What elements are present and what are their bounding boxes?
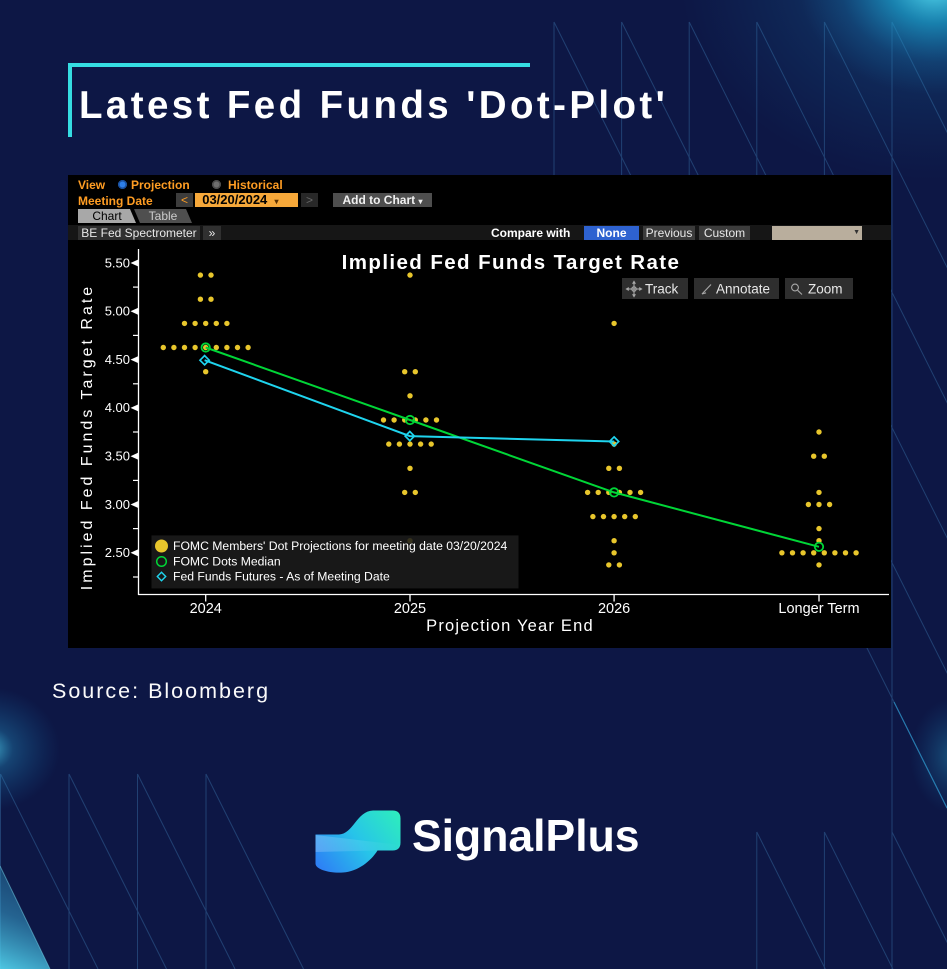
svg-text:Implied Fed Funds Target Rate: Implied Fed Funds Target Rate	[79, 284, 96, 590]
svg-text:5.50: 5.50	[105, 255, 130, 270]
svg-text:2025: 2025	[394, 601, 426, 617]
svg-text:2024: 2024	[190, 601, 222, 617]
svg-text:3.00: 3.00	[105, 497, 130, 512]
svg-text:Implied Fed Funds Target Rate: Implied Fed Funds Target Rate	[342, 251, 681, 274]
svg-text:Zoom: Zoom	[808, 282, 843, 297]
svg-text:Fed Funds Futures - As of Meet: Fed Funds Futures - As of Meeting Date	[173, 570, 390, 584]
svg-text:2026: 2026	[598, 601, 630, 617]
svg-text:Projection Year End: Projection Year End	[426, 617, 594, 635]
svg-text:4.00: 4.00	[105, 400, 130, 415]
svg-text:Annotate: Annotate	[716, 282, 770, 297]
svg-text:3.50: 3.50	[105, 449, 130, 464]
svg-text:FOMC Dots Median: FOMC Dots Median	[173, 555, 281, 569]
svg-text:Track: Track	[645, 282, 678, 297]
svg-text:5.00: 5.00	[105, 304, 130, 319]
svg-text:4.50: 4.50	[105, 352, 130, 367]
svg-text:FOMC Members' Dot Projections: FOMC Members' Dot Projections for meetin…	[173, 539, 507, 553]
svg-text:2.50: 2.50	[105, 545, 130, 560]
svg-text:Longer Term: Longer Term	[778, 601, 859, 617]
